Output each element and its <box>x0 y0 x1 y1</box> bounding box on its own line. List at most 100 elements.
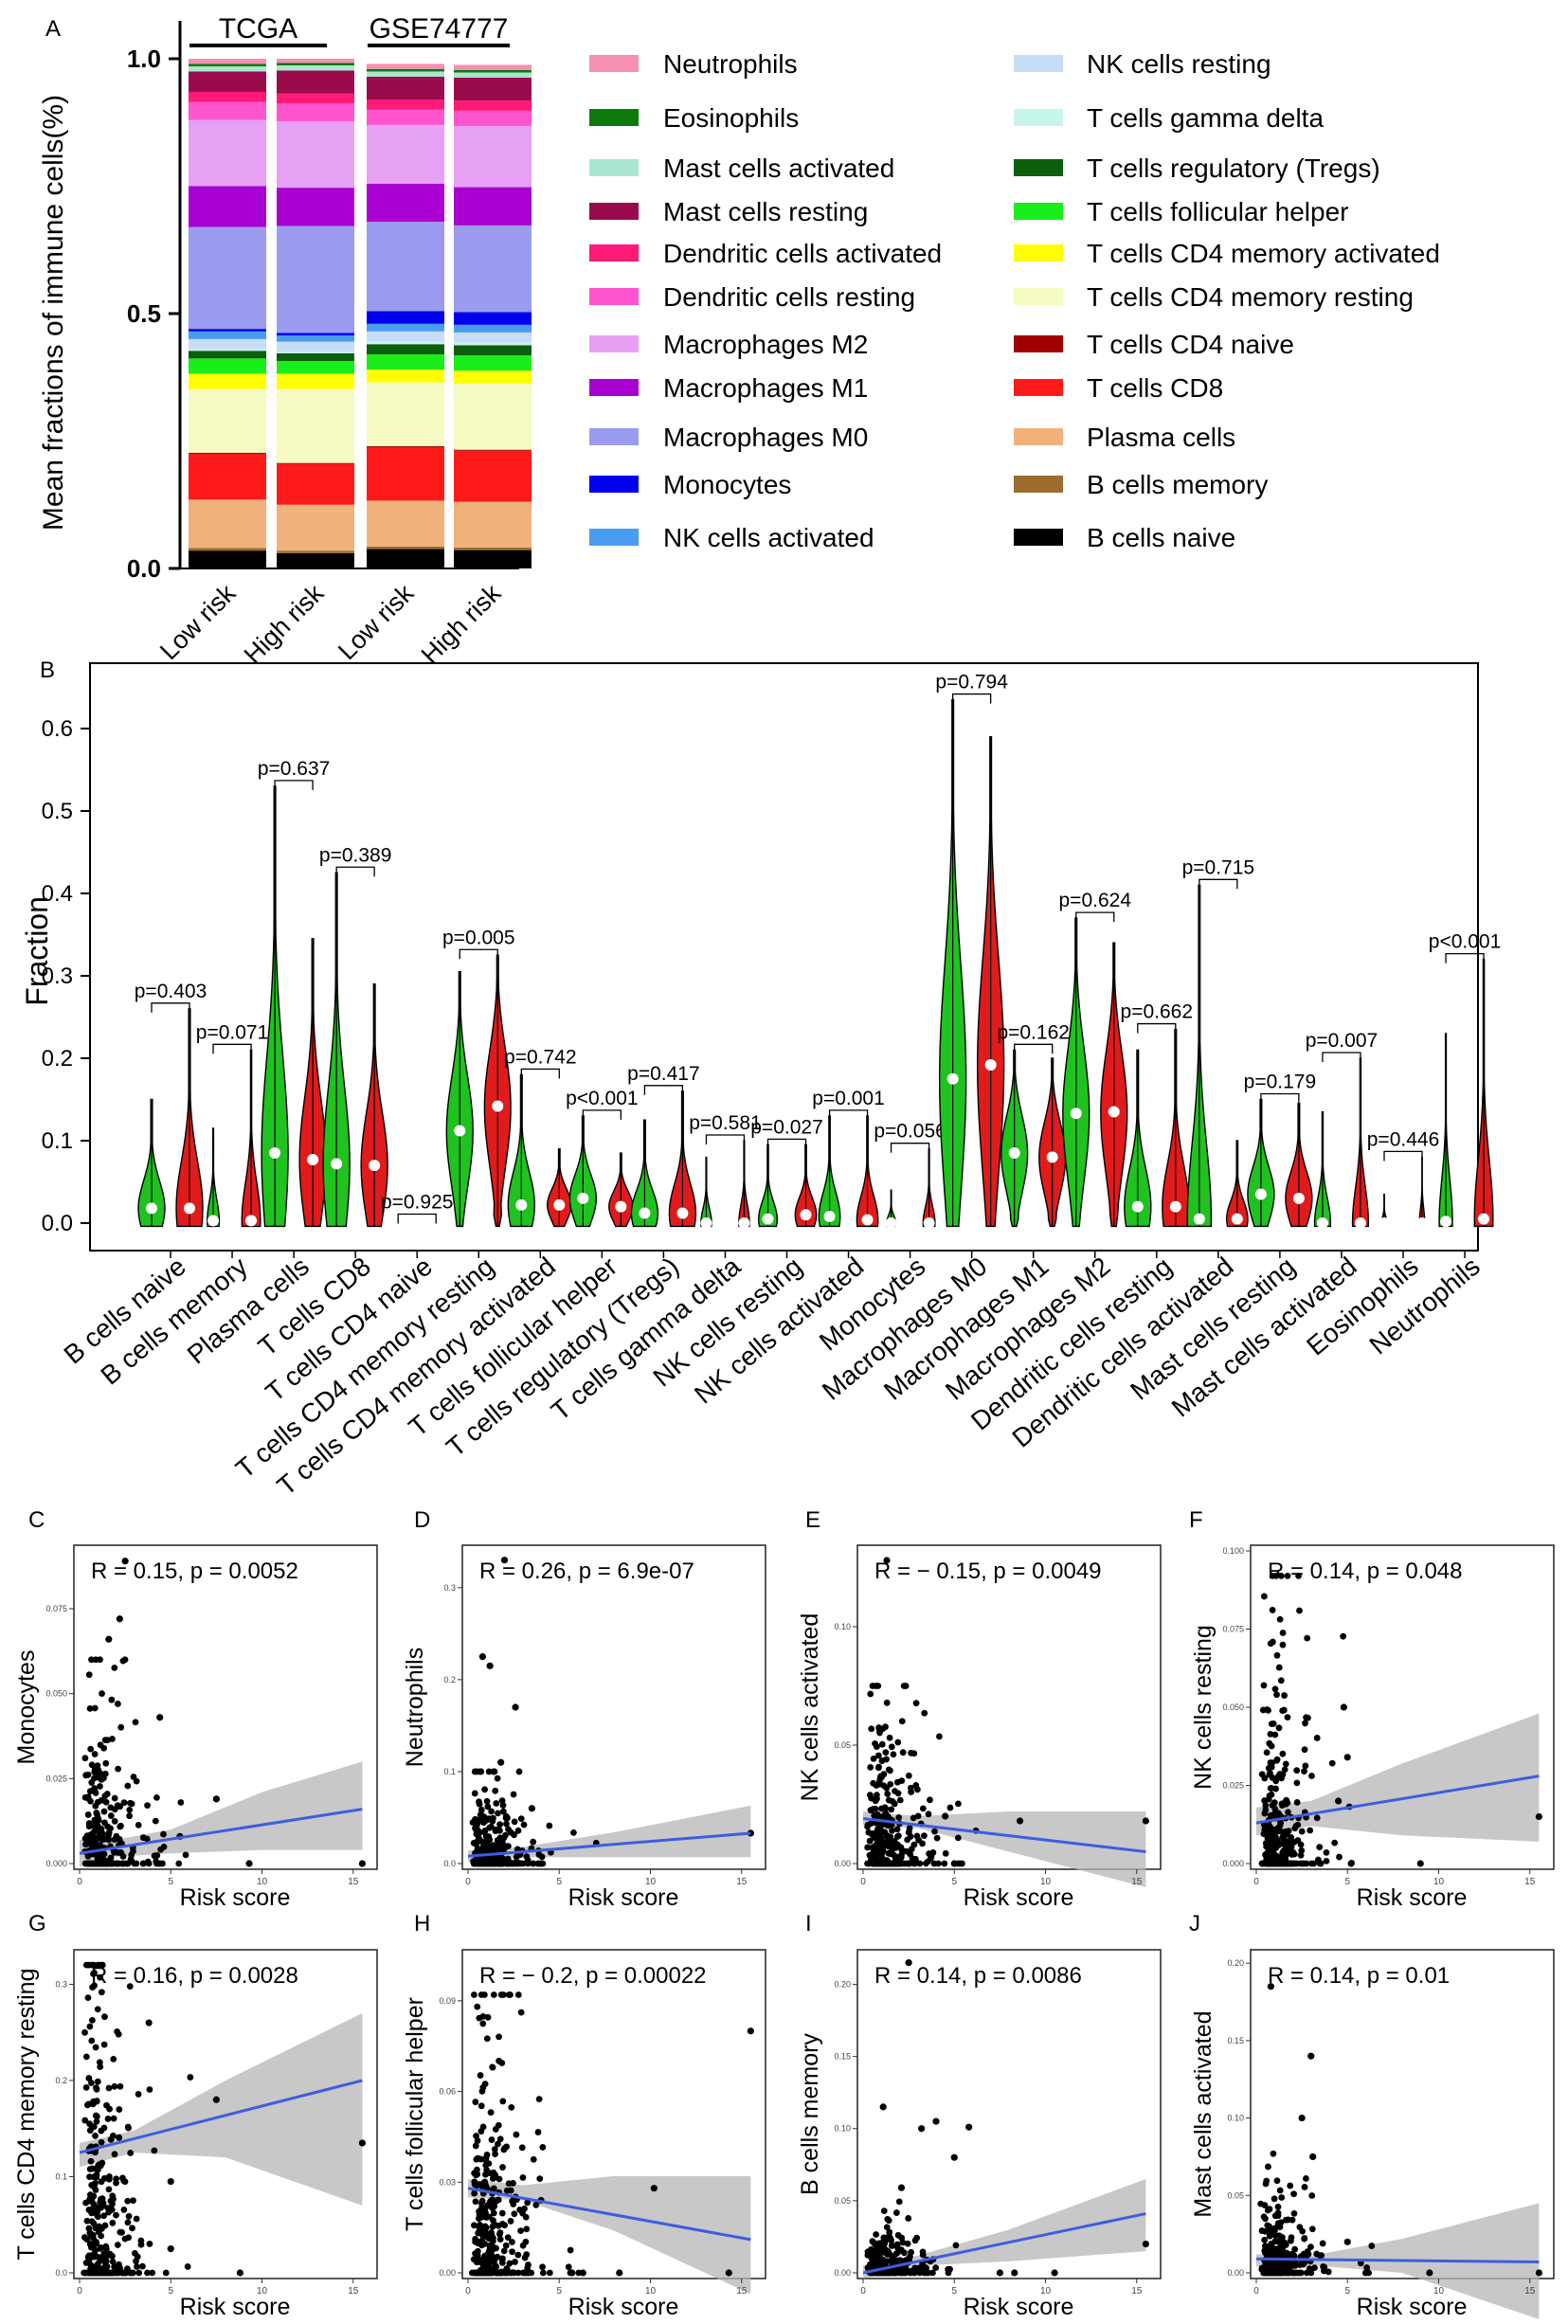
data-point <box>912 1781 920 1789</box>
data-point <box>510 2179 516 2187</box>
data-point <box>109 1736 116 1742</box>
data-point <box>97 2199 104 2207</box>
data-point <box>1268 2269 1274 2277</box>
data-point <box>151 1852 158 1860</box>
data-point-outlier <box>1307 2052 1315 2060</box>
data-point <box>920 1832 928 1840</box>
data-point <box>1279 1707 1287 1715</box>
legend-label-t-cells-cd4-memory-resting: T cells CD4 memory resting <box>1087 282 1414 312</box>
violin-median-high-risk-neutrophils <box>1478 1213 1490 1225</box>
data-point <box>474 1846 481 1852</box>
p-value-label-mast-cells-resting: p=0.179 <box>1244 1072 1317 1093</box>
bar-segment-nk-cells-activated <box>189 331 266 339</box>
data-point <box>1273 1651 1281 1659</box>
bar-segment-t-cells-cd4-naive <box>367 445 444 447</box>
data-point <box>927 1796 933 1804</box>
data-point <box>92 1802 99 1810</box>
data-point <box>536 2175 544 2183</box>
data-point <box>100 1850 108 1858</box>
panel-a-stacked-bar-chart: A 0.0 0.5 1.0 Mean fractions of immune cells… <box>38 13 1440 670</box>
data-point <box>83 2236 91 2243</box>
data-point <box>482 2154 490 2162</box>
data-point <box>565 2263 572 2271</box>
violin-median-low-risk-b-cells-memory <box>207 1215 220 1227</box>
y-tick-label: 0.100 <box>1222 1546 1244 1556</box>
data-point <box>1363 2264 1371 2271</box>
bar-segment-nk-cells-activated <box>454 324 532 333</box>
data-point <box>98 2178 105 2186</box>
p-value-bracket-eosinophils <box>1383 1150 1423 1162</box>
data-point <box>539 1860 547 1867</box>
confidence-band <box>1256 1713 1540 1842</box>
y-tick-label: 0.3 <box>55 1979 67 1989</box>
data-point <box>490 1991 497 1998</box>
data-point <box>485 2160 493 2168</box>
data-point <box>1290 2210 1298 2217</box>
data-point-outlier <box>996 2269 1003 2277</box>
legend-label-t-cells-gamma-delta: T cells gamma delta <box>1087 103 1324 133</box>
data-point <box>499 1991 507 1998</box>
data-point <box>893 1826 901 1833</box>
data-point <box>1302 2175 1309 2182</box>
p-value-label-dendritic-cells-resting: p=0.662 <box>1121 1001 1194 1023</box>
data-point-outlier <box>942 1812 949 1820</box>
violin-median-low-risk-eosinophils <box>1379 1217 1390 1229</box>
x-tick-label: 10 <box>257 2286 268 2297</box>
x-tick-label: 15 <box>1524 1877 1536 1887</box>
data-point <box>130 2197 136 2205</box>
legend-label-t-cells-follicular-helper: T cells follicular helper <box>1087 197 1349 226</box>
data-point <box>489 2175 496 2182</box>
data-point <box>102 1759 110 1767</box>
data-point <box>124 2197 132 2205</box>
data-point <box>1288 2234 1295 2241</box>
data-point <box>868 1725 875 1733</box>
data-point-outlier <box>245 1860 253 1867</box>
data-point <box>120 2207 128 2213</box>
data-point <box>884 1791 892 1797</box>
data-point <box>1271 2195 1278 2203</box>
data-point <box>500 1845 508 1852</box>
data-point <box>110 2115 117 2122</box>
data-point <box>1267 1785 1274 1792</box>
data-point <box>871 1843 878 1850</box>
data-point <box>476 2215 482 2223</box>
data-point <box>509 2239 515 2245</box>
violin-median-low-risk-b-cells-naive <box>146 1202 157 1215</box>
x-axis-title: Risk score <box>964 1884 1074 1911</box>
data-point <box>127 1856 135 1863</box>
data-point <box>86 2023 94 2030</box>
data-point <box>1323 1848 1330 1856</box>
data-point <box>106 2105 113 2113</box>
data-point <box>474 2269 481 2277</box>
data-point <box>98 2138 105 2146</box>
data-point <box>1271 2264 1278 2272</box>
panel-label: J <box>1189 1911 1200 1937</box>
data-point <box>184 2263 191 2270</box>
violin-median-high-risk-t-cells-gamma-delta <box>738 1217 750 1229</box>
legend-label-macrophages-m0: Macrophages M0 <box>663 423 868 452</box>
data-point <box>936 1733 943 1740</box>
bar-segment-t-cells-cd4-naive <box>277 462 354 464</box>
data-point <box>116 2106 123 2113</box>
data-point <box>1307 2269 1315 2277</box>
data-point <box>115 1765 121 1773</box>
data-point-outlier <box>965 2123 973 2131</box>
data-point <box>1308 1773 1315 1779</box>
y-tick-label: 0.05 <box>834 1740 851 1750</box>
data-point <box>1307 1860 1315 1867</box>
violin-median-high-risk-dendritic-cells-resting <box>1169 1200 1181 1213</box>
data-point-outlier <box>116 1615 123 1623</box>
data-point <box>867 1763 874 1771</box>
legend-key-neutrophils <box>589 55 639 72</box>
data-point <box>121 1656 129 1664</box>
data-point <box>160 1830 167 1838</box>
y-tick-label: 0.050 <box>45 1689 67 1699</box>
data-point <box>97 2244 104 2251</box>
data-point <box>88 1779 96 1786</box>
legend-key-dendritic-cells-activated <box>589 244 639 261</box>
data-point <box>911 1860 919 1867</box>
data-point <box>130 1774 137 1780</box>
data-point-outlier <box>497 1758 505 1766</box>
data-point <box>570 1829 577 1836</box>
data-point <box>492 2151 498 2157</box>
